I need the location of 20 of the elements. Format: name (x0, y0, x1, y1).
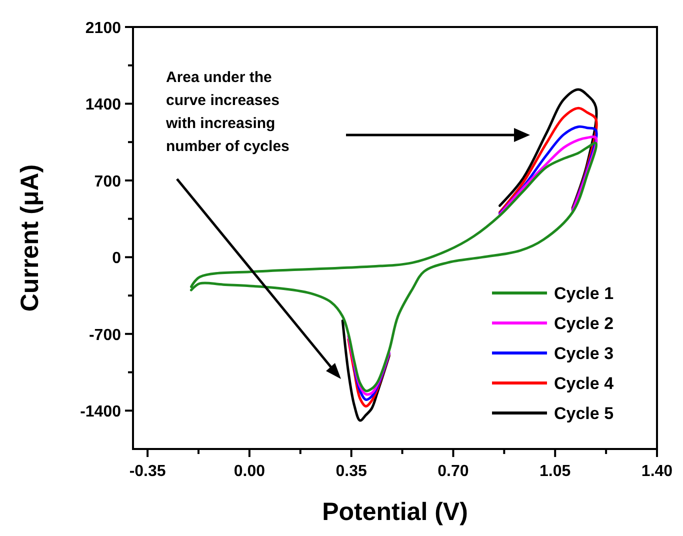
y-axis-title: Current (μA) (16, 164, 44, 312)
legend-label: Cycle 2 (554, 314, 614, 333)
y-tick-label: 2100 (85, 20, 122, 37)
legend-label: Cycle 4 (554, 374, 614, 393)
annotation: Area under the curve increases with increasing number of cycles (165, 69, 290, 155)
x-tick-label: 0.70 (438, 463, 469, 480)
x-tick-label: 1.40 (641, 463, 673, 480)
legend-label: Cycle 5 (554, 404, 614, 423)
y-tick-label: 700 (94, 173, 122, 190)
x-tick-label: 0.00 (234, 463, 266, 480)
x-tick-label: 1.05 (540, 463, 571, 480)
legend-label: Cycle 3 (554, 344, 614, 363)
y-tick-label: -700 (88, 326, 122, 344)
x-tick-label: -0.35 (129, 463, 166, 480)
x-axis-title: Potential (V) (322, 498, 468, 526)
legend-label: Cycle 1 (554, 284, 614, 303)
x-tick-label: 0.35 (336, 463, 368, 480)
y-tick-label: 0 (112, 250, 122, 268)
y-tick-label: 1400 (85, 96, 122, 114)
y-tick-label: -1400 (80, 404, 122, 421)
